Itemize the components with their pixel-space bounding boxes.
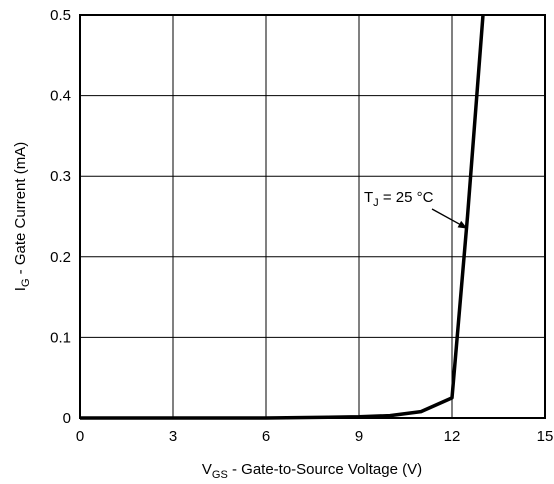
y-tick-label: 0.3	[50, 168, 71, 185]
series-group	[80, 14, 485, 420]
x-tick-labels: 0 3 6 9 12 15	[76, 428, 554, 445]
y-tick-label: 0.1	[50, 329, 71, 346]
x-tick-label: 3	[169, 428, 177, 445]
x-tick-label: 6	[262, 428, 270, 445]
grid-lines	[80, 15, 545, 418]
plot-frame	[79, 14, 546, 419]
y-tick-label: 0.2	[50, 249, 71, 266]
y-axis-label: IG - Gate Current (mA)	[12, 142, 32, 291]
series-line	[80, 14, 485, 420]
y-tick-labels: 0 0.1 0.2 0.3 0.4 0.5	[50, 7, 71, 427]
x-axis-label: VGS - Gate-to-Source Voltage (V)	[202, 461, 422, 481]
x-tick-label: 9	[355, 428, 363, 445]
y-tick-label: 0.4	[50, 88, 71, 105]
x-tick-label: 12	[444, 428, 461, 445]
x-tick-label: 0	[76, 428, 84, 445]
annotation-label: TJ = 25 °C	[364, 189, 434, 209]
annotation-arrowhead	[457, 220, 468, 229]
y-tick-label: 0	[63, 410, 71, 427]
annotations: TJ = 25 °C	[364, 189, 468, 230]
x-tick-label: 15	[537, 428, 554, 445]
y-tick-label: 0.5	[50, 7, 71, 24]
